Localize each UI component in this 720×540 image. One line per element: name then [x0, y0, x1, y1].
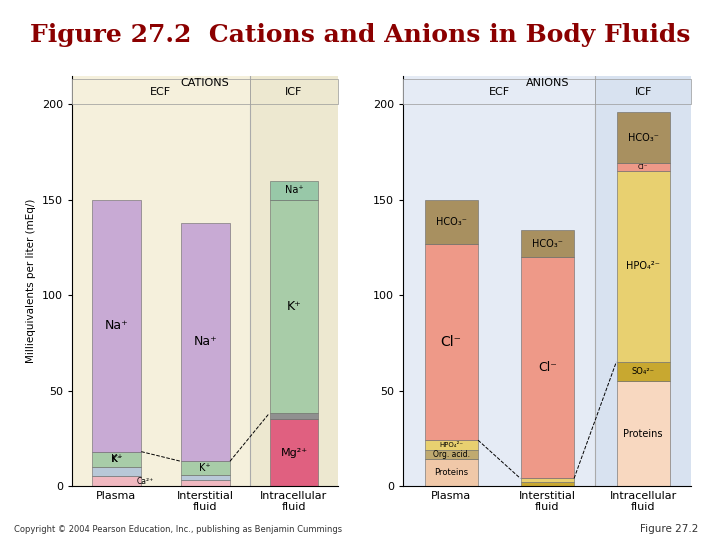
FancyBboxPatch shape: [403, 79, 595, 104]
Text: K⁺: K⁺: [287, 300, 302, 313]
Text: K⁺: K⁺: [199, 463, 211, 473]
Text: K⁺: K⁺: [111, 454, 122, 464]
Bar: [181, 461, 230, 475]
Text: Proteins: Proteins: [624, 429, 663, 438]
Text: HCO₃⁻: HCO₃⁻: [532, 239, 562, 248]
Text: Ca²⁺: Ca²⁺: [136, 477, 153, 485]
Bar: [425, 460, 477, 486]
Text: Cl⁻: Cl⁻: [638, 164, 649, 170]
Text: Na⁺: Na⁺: [104, 319, 128, 332]
Text: K⁻: K⁻: [111, 455, 122, 464]
Text: Cl⁻: Cl⁻: [538, 361, 557, 374]
Text: HPO₄²⁻: HPO₄²⁻: [626, 261, 660, 272]
Y-axis label: Milliequivalents per liter (mEq/): Milliequivalents per liter (mEq/): [27, 199, 36, 363]
Bar: [521, 257, 574, 478]
Text: Mg²⁺: Mg²⁺: [280, 448, 307, 457]
Bar: [617, 171, 670, 362]
Bar: [425, 440, 477, 450]
Text: HCO₃⁻: HCO₃⁻: [628, 133, 659, 143]
Text: HCO₃⁻: HCO₃⁻: [436, 217, 467, 227]
Text: Org. acid.: Org. acid.: [433, 450, 469, 459]
Text: Copyright © 2004 Pearson Education, Inc., publishing as Benjamin Cummings: Copyright © 2004 Pearson Education, Inc.…: [14, 525, 343, 534]
Text: SO₄²⁻: SO₄²⁻: [631, 367, 654, 376]
Bar: [181, 475, 230, 480]
Bar: [72, 76, 250, 486]
Bar: [521, 478, 574, 482]
Text: Figure 27.2  Cations and Anions in Body Fluids: Figure 27.2 Cations and Anions in Body F…: [30, 23, 690, 47]
Text: ECF: ECF: [489, 87, 510, 97]
Bar: [92, 476, 141, 486]
Text: Na⁺: Na⁺: [194, 335, 217, 348]
Bar: [617, 362, 670, 381]
Bar: [269, 200, 318, 414]
FancyBboxPatch shape: [250, 79, 338, 104]
Bar: [181, 480, 230, 486]
Bar: [250, 76, 338, 486]
Bar: [617, 381, 670, 486]
Text: Figure 27.2: Figure 27.2: [640, 524, 698, 534]
Text: CATIONS: CATIONS: [181, 78, 230, 88]
FancyBboxPatch shape: [595, 79, 691, 104]
Text: HPO₄²⁻: HPO₄²⁻: [439, 442, 463, 448]
Bar: [425, 450, 477, 460]
Bar: [521, 482, 574, 486]
Bar: [181, 222, 230, 461]
Bar: [595, 76, 691, 486]
Bar: [425, 244, 477, 440]
Bar: [617, 112, 670, 164]
Text: Proteins: Proteins: [434, 468, 468, 477]
FancyBboxPatch shape: [72, 79, 250, 104]
Bar: [269, 419, 318, 486]
Bar: [521, 230, 574, 257]
Bar: [269, 180, 318, 200]
Text: Cl⁻: Cl⁻: [441, 335, 462, 349]
Bar: [269, 414, 318, 419]
Text: ANIONS: ANIONS: [526, 78, 569, 88]
Text: ICF: ICF: [634, 87, 652, 97]
Text: ICF: ICF: [285, 87, 302, 97]
Bar: [92, 200, 141, 451]
Bar: [92, 451, 141, 467]
Bar: [403, 76, 595, 486]
Bar: [92, 467, 141, 476]
Text: ECF: ECF: [150, 87, 171, 97]
Bar: [425, 200, 477, 244]
Bar: [617, 164, 670, 171]
Text: Na⁺: Na⁺: [284, 185, 303, 195]
